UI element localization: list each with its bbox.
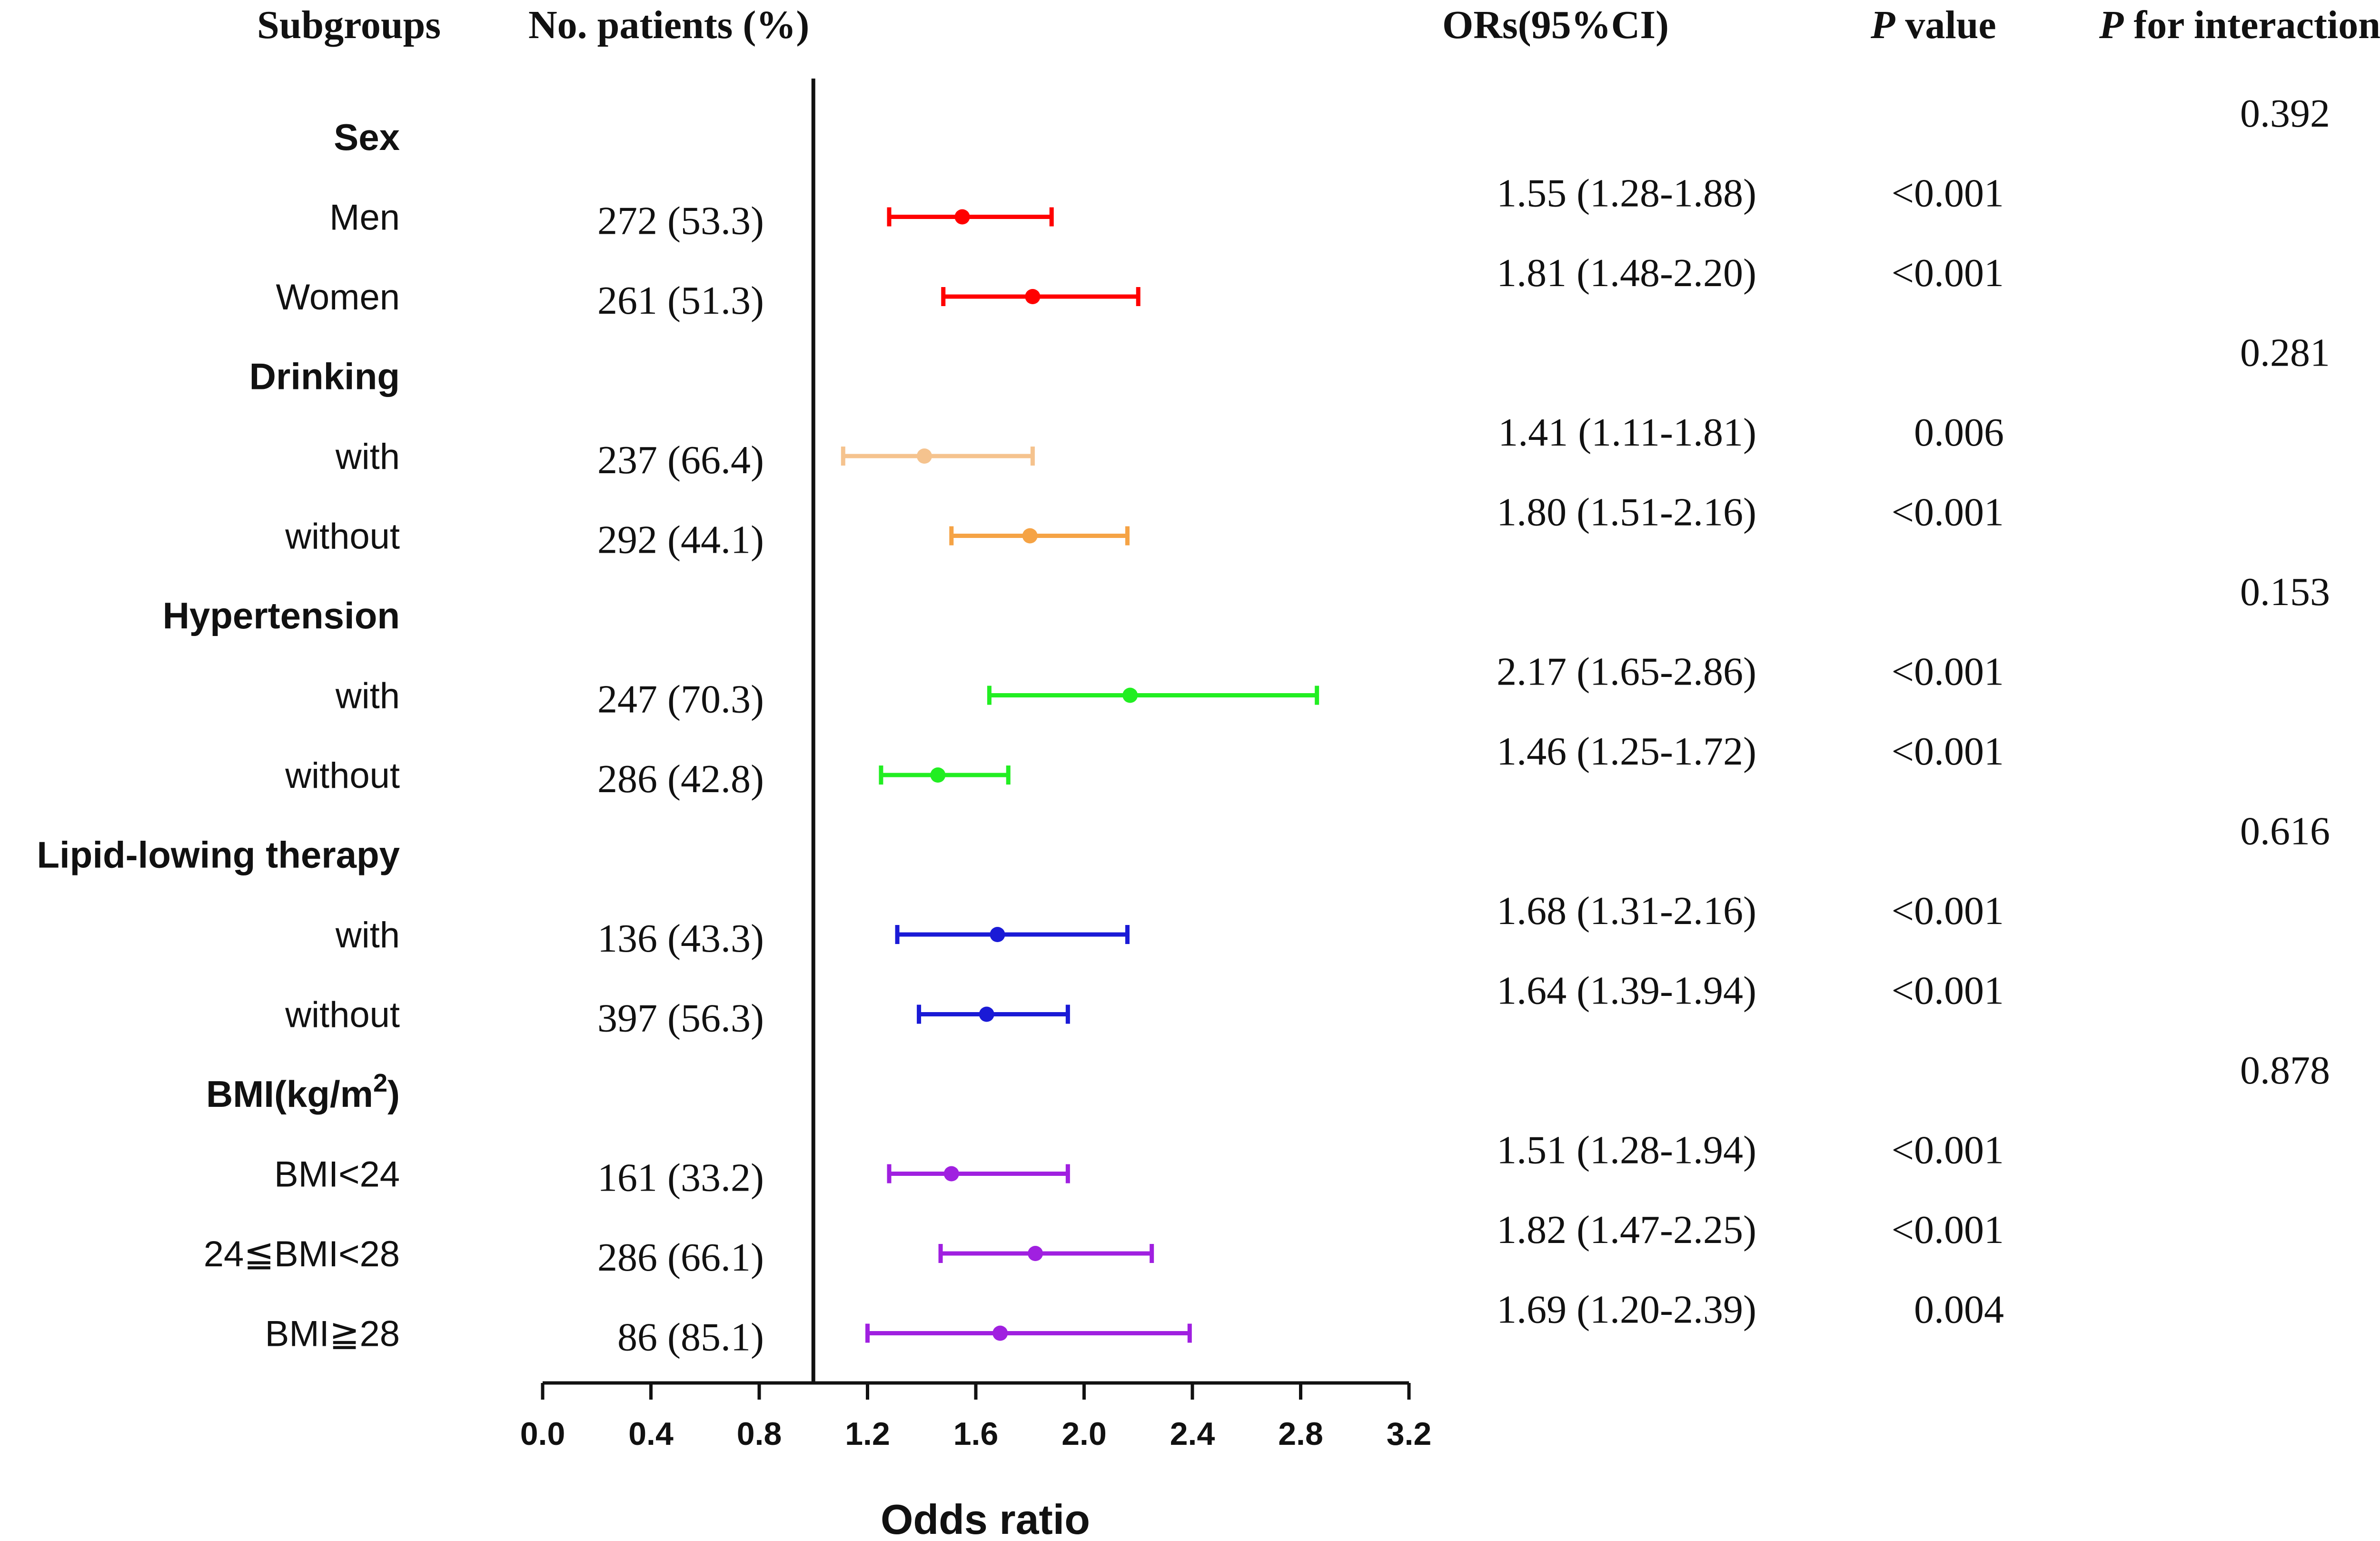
x-axis-title: Odds ratio	[881, 1496, 1090, 1541]
p-interaction: 0.392	[2240, 91, 2330, 136]
p-value: <0.001	[1892, 1208, 2004, 1252]
subgroup-label: without	[285, 756, 400, 796]
x-tick-label: 2.4	[1170, 1416, 1215, 1452]
patient-count: 136 (43.3)	[597, 916, 764, 961]
or-point	[1025, 289, 1041, 304]
p-value: <0.001	[1892, 969, 2004, 1013]
subgroup-label: BMI<24	[274, 1154, 400, 1195]
x-tick-label: 0.4	[628, 1416, 674, 1452]
header-p-interaction: P for interaction	[2099, 3, 2380, 47]
patient-count: 286 (42.8)	[597, 757, 764, 801]
x-tick-label: 3.2	[1387, 1416, 1432, 1452]
or-point	[1022, 528, 1038, 544]
x-tick-label: 1.2	[845, 1416, 890, 1452]
or-ci-text: 1.64 (1.39-1.94)	[1497, 969, 1756, 1013]
group-label: BMI(kg/m2)	[206, 1069, 400, 1115]
patient-count: 292 (44.1)	[597, 518, 764, 562]
subgroup-label: without	[285, 995, 400, 1035]
subgroup-label: Men	[329, 198, 400, 238]
group-label-text: Sex	[334, 116, 400, 158]
patient-count: 286 (66.1)	[597, 1235, 764, 1280]
or-ci-text: 1.55 (1.28-1.88)	[1497, 171, 1756, 216]
x-tick-label: 2.0	[1061, 1416, 1107, 1452]
forest-marks	[841, 207, 1319, 1343]
patient-count: 272 (53.3)	[597, 199, 764, 243]
subgroup-label: 24≦BMI<28	[204, 1234, 400, 1274]
group-label: Drinking	[249, 356, 400, 398]
or-ci-text: 1.82 (1.47-2.25)	[1497, 1208, 1756, 1252]
or-point	[990, 927, 1005, 942]
x-tick-label: 2.8	[1278, 1416, 1323, 1452]
x-axis: 0.0 0.4 0.8 1.2 1.6 2.0 2.4 2.8 3.2 Odds ratio	[520, 79, 1432, 1541]
group-label: Lipid-lowing therapy	[37, 834, 400, 876]
or-ci-text: 1.51 (1.28-1.94)	[1497, 1128, 1756, 1173]
header-p-interaction-rest: for interaction	[2123, 3, 2380, 47]
p-value: <0.001	[1892, 889, 2004, 933]
p-value: 0.004	[1914, 1288, 2004, 1332]
header-p-value-italic: P	[1870, 3, 1895, 47]
patient-count: 247 (70.3)	[597, 677, 764, 722]
p-value: 0.006	[1914, 410, 2004, 455]
p-value: <0.001	[1892, 490, 2004, 535]
header-ors: ORs(95%CI)	[1442, 3, 1669, 47]
subgroup-label: with	[335, 437, 400, 477]
or-ci-text: 1.68 (1.31-2.16)	[1497, 889, 1756, 933]
subgroup-label: BMI≧28	[265, 1314, 400, 1354]
group-label-superscript: 2	[373, 1069, 387, 1097]
header-p-value: P value	[1870, 3, 1996, 47]
forest-rows: Sex 0.392 Men 272 (53.3) 1.55 (1.28-1.88) <0.…	[37, 91, 2330, 1360]
group-label-text: Lipid-lowing therapy	[37, 834, 400, 876]
header-subgroups: Subgroups	[257, 3, 441, 47]
or-ci-text: 1.80 (1.51-2.16)	[1497, 490, 1756, 535]
or-point	[979, 1006, 994, 1022]
group-label-suffix: )	[387, 1073, 400, 1115]
subgroup-label: Women	[276, 277, 400, 318]
patient-count: 237 (66.4)	[597, 438, 764, 482]
p-value: <0.001	[1892, 251, 2004, 295]
group-label-text: Drinking	[249, 356, 400, 398]
p-value: <0.001	[1892, 1128, 2004, 1173]
p-interaction: 0.878	[2240, 1048, 2330, 1093]
or-point	[943, 1166, 959, 1182]
x-tick-label: 1.6	[953, 1416, 999, 1452]
or-ci-text: 1.41 (1.11-1.81)	[1498, 410, 1756, 455]
group-label-text: BMI(kg/m	[206, 1073, 373, 1115]
or-point	[930, 767, 946, 783]
p-interaction: 0.281	[2240, 331, 2330, 375]
x-tick-label: 0.8	[737, 1416, 782, 1452]
p-interaction: 0.153	[2240, 570, 2330, 614]
p-interaction: 0.616	[2240, 809, 2330, 854]
group-label: Hypertension	[163, 595, 400, 636]
patient-count: 161 (33.2)	[597, 1156, 764, 1200]
subgroup-label: without	[285, 517, 400, 557]
or-ci-text: 1.81 (1.48-2.20)	[1497, 251, 1756, 295]
header-p-interaction-italic: P	[2099, 3, 2124, 47]
p-value: <0.001	[1892, 729, 2004, 774]
group-label: Sex	[334, 116, 400, 158]
or-ci-text: 1.46 (1.25-1.72)	[1497, 729, 1756, 774]
or-point	[1028, 1246, 1043, 1261]
patient-count: 86 (85.1)	[617, 1315, 764, 1360]
x-tick-label: 0.0	[520, 1416, 565, 1452]
or-point	[1122, 687, 1138, 703]
patient-count: 261 (51.3)	[597, 278, 764, 323]
p-value: <0.001	[1892, 650, 2004, 694]
header-patients: No. patients (%)	[528, 3, 809, 47]
or-point	[916, 448, 932, 464]
or-point	[992, 1325, 1008, 1341]
or-ci-text: 2.17 (1.65-2.86)	[1497, 650, 1756, 694]
subgroup-label: with	[335, 915, 400, 955]
subgroup-label: with	[335, 676, 400, 716]
or-ci-text: 1.69 (1.20-2.39)	[1497, 1288, 1756, 1332]
p-value: <0.001	[1892, 171, 2004, 216]
or-point	[954, 209, 970, 225]
patient-count: 397 (56.3)	[597, 996, 764, 1041]
header-p-value-rest: value	[1895, 3, 1996, 47]
group-label-text: Hypertension	[163, 595, 400, 636]
